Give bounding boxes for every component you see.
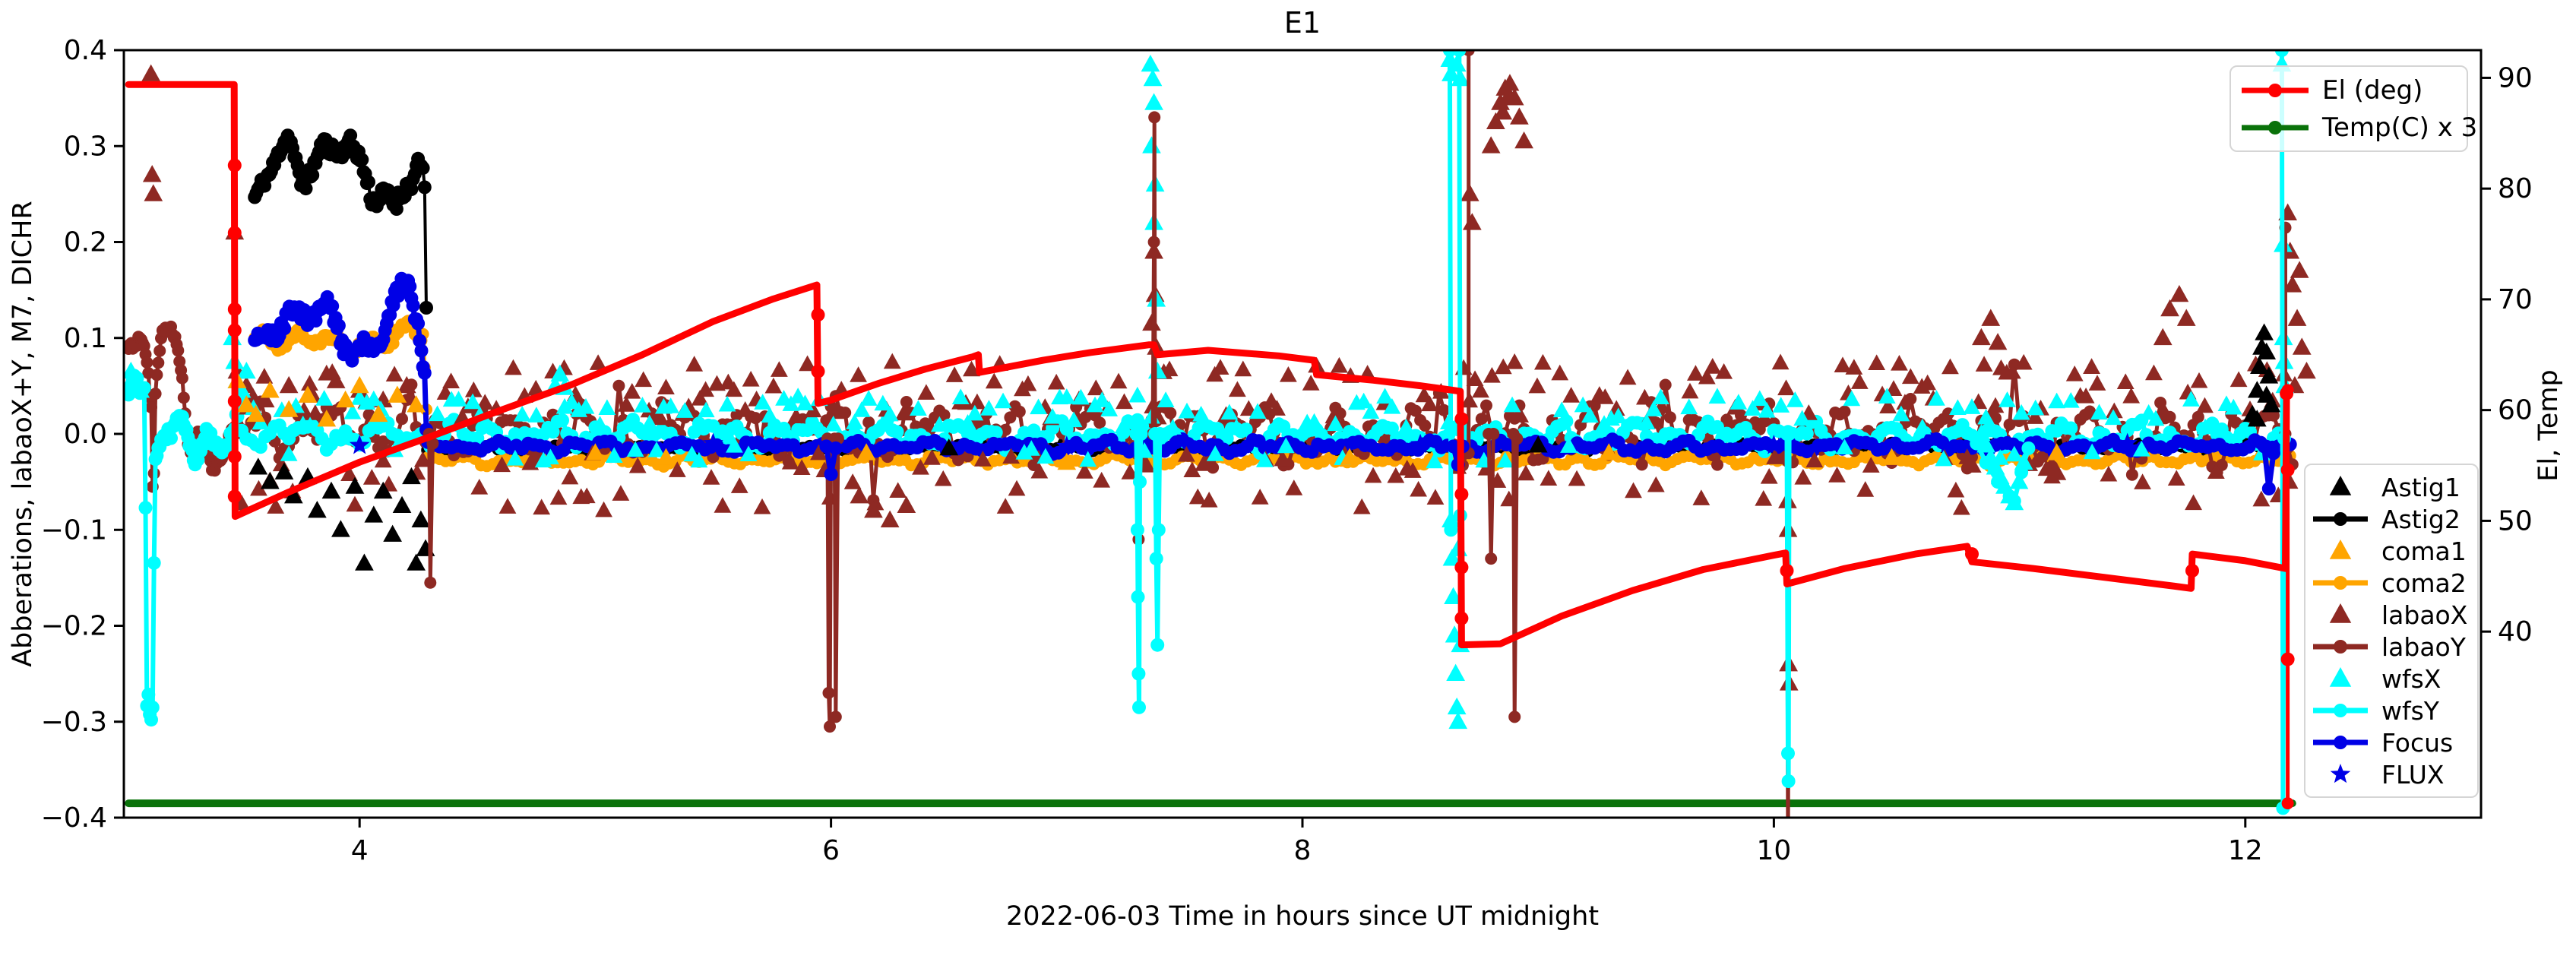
- legend-label-flux: FLUX: [2381, 759, 2445, 790]
- y-axis-label-left: Abberations, labaoX+Y, M7, DICHR: [8, 201, 38, 667]
- y-left-tick-label: 0.2: [64, 227, 107, 258]
- legend-item-labaox: labaoX: [2310, 600, 2473, 631]
- y-left-tick-label: −0.2: [41, 611, 107, 642]
- legend-label-wfsx: wfsX: [2381, 663, 2442, 694]
- y-right-tick-label: 90: [2498, 62, 2533, 93]
- legend-label-el: El (deg): [2322, 74, 2423, 106]
- axes-layer: 4 6 8 10 12 0.4 0.3 0.2 0.1 0.0 −0.1 −0.2 −0.3 −0.4 90…: [41, 35, 2533, 866]
- legend-item-wfsy: wfsY: [2310, 695, 2473, 726]
- focus-line-swatch-icon: [2310, 728, 2371, 757]
- y-left-tick-label: −0.4: [41, 802, 107, 834]
- y-left-tick-label: 0.1: [64, 323, 107, 354]
- series-flux: [349, 432, 2138, 455]
- legend-series: Astig1 Astig2 coma1 coma2 labaoX labaoY …: [2304, 464, 2479, 798]
- astig1-triangle-swatch-icon: [2310, 473, 2371, 502]
- x-axis-label: 2022-06-03 Time in hours since UT midnig…: [1005, 901, 1600, 932]
- coma1-triangle-swatch-icon: [2310, 536, 2371, 565]
- plot-data-layer: [124, 50, 2316, 818]
- y-left-tick-label: 0.0: [64, 419, 107, 450]
- series-labaox: [141, 64, 2316, 691]
- legend-label-labaox: labaoX: [2381, 600, 2468, 630]
- legend-item-astig1: Astig1: [2310, 472, 2473, 503]
- legend-item-coma1: coma1: [2310, 536, 2473, 567]
- x-tick-label: 12: [2228, 835, 2263, 866]
- y-right-tick-label: 50: [2498, 505, 2533, 536]
- series-el: [125, 81, 2295, 810]
- legend-item-flux: FLUX: [2310, 759, 2473, 790]
- x-tick-label: 6: [822, 835, 840, 866]
- scatter-layer: [124, 50, 2316, 730]
- y-left-tick-label: −0.1: [41, 514, 107, 546]
- chart-title: E1: [1283, 6, 1321, 40]
- temp-line-swatch-icon: [2239, 112, 2312, 143]
- astig2-line-swatch-icon: [2310, 505, 2371, 533]
- legend-item-wfsx: wfsX: [2310, 663, 2473, 695]
- y-right-tick-label: 40: [2498, 616, 2533, 647]
- legend-item-temp: Temp(C) x 3: [2239, 109, 2477, 146]
- x-tick-label: 8: [1294, 835, 1312, 866]
- legend-label-wfsy: wfsY: [2381, 695, 2439, 726]
- y-left-tick-label: 0.4: [64, 35, 107, 66]
- legend-label-focus: Focus: [2381, 727, 2454, 758]
- y-left-tick-label: 0.3: [64, 131, 107, 162]
- legend-label-coma1: coma1: [2381, 536, 2467, 566]
- legend-elevation: El (deg) Temp(C) x 3: [2229, 65, 2477, 152]
- legend-item-el: El (deg): [2239, 71, 2459, 109]
- legend-item-astig2: Astig2: [2310, 504, 2473, 535]
- labaox-triangle-swatch-icon: [2310, 600, 2371, 629]
- wfsy-line-swatch-icon: [2310, 696, 2371, 725]
- legend-item-focus: Focus: [2310, 727, 2473, 758]
- series-coma1: [227, 371, 2066, 470]
- legend-label-astig2: Astig2: [2381, 504, 2460, 534]
- labaoy-line-swatch-icon: [2310, 632, 2371, 661]
- legend-label-astig1: Astig1: [2381, 472, 2460, 502]
- legend-label-labaoy: labaoY: [2381, 631, 2466, 662]
- y-left-tick-label: −0.3: [41, 707, 107, 738]
- wfsx-triangle-swatch-icon: [2310, 664, 2371, 693]
- y-right-tick-label: 70: [2498, 284, 2533, 315]
- legend-item-labaoy: labaoY: [2310, 631, 2473, 663]
- flux-star-swatch-icon: [2310, 760, 2371, 789]
- y-right-tick-label: 60: [2498, 395, 2533, 426]
- y-right-tick-label: 80: [2498, 173, 2533, 204]
- x-tick-label: 10: [1756, 835, 1791, 866]
- noise-bands-layer: [124, 128, 2299, 727]
- series-astig1: [248, 323, 2281, 571]
- series-focus: [248, 271, 2297, 461]
- y-axis-label-right: El, Temp: [2533, 369, 2564, 482]
- legend-label-temp: Temp(C) x 3: [2322, 112, 2478, 143]
- el-line-swatch-icon: [2239, 75, 2312, 106]
- coma2-line-swatch-icon: [2310, 568, 2371, 597]
- x-tick-label: 4: [351, 835, 369, 866]
- legend-label-coma2: coma2: [2381, 568, 2467, 598]
- legend-item-coma2: coma2: [2310, 568, 2473, 599]
